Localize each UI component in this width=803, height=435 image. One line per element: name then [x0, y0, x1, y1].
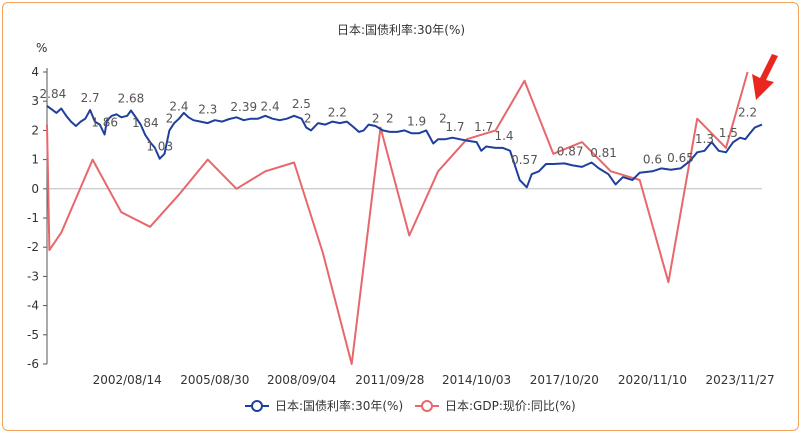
axes-group: 4 3 2 1 0 -1 -2 -3 -4 -5 -6 2002/08/14 2005/08/30 200… [27, 65, 775, 387]
legend-label: 日本:GDP:现价:同比(%) [445, 399, 576, 413]
data-label: 2 [372, 111, 380, 125]
data-label: 2 [386, 111, 394, 125]
data-label: 1.9 [407, 114, 426, 128]
y-tick-label: -5 [27, 328, 39, 342]
legend[interactable]: 日本:国债利率:30年(%) 日本:GDP:现价:同比(%) [245, 398, 576, 413]
data-label: 0.87 [557, 144, 584, 158]
y-tick-label: -1 [27, 211, 39, 225]
data-label: 2.5 [292, 97, 311, 111]
legend-marker-icon [251, 400, 263, 412]
data-label: 2.2 [738, 106, 757, 120]
y-tick-label: 0 [31, 182, 39, 196]
data-label: 1.4 [494, 129, 513, 143]
x-tick-label: 2011/09/28 [355, 373, 424, 387]
y-axis-unit: % [36, 41, 47, 55]
x-tick-label: 2002/08/14 [93, 373, 162, 387]
data-label: 2 [166, 111, 174, 125]
data-label: 1.5 [719, 126, 738, 140]
data-label: 2 [304, 111, 312, 125]
y-tick-label: -2 [27, 240, 39, 254]
data-label: 2 [439, 111, 447, 125]
data-label: 2.4 [169, 100, 188, 114]
y-tick-label: -4 [27, 299, 39, 313]
data-label: 1.84 [132, 116, 159, 130]
y-tick-label: -3 [27, 269, 39, 283]
chart-frame [2, 2, 799, 431]
data-label: 1.7 [445, 120, 464, 134]
red-arrow-icon [752, 54, 778, 100]
gdp-growth-series-line[interactable] [46, 71, 749, 365]
data-label: 2.2 [328, 106, 347, 120]
x-tick-label: 2023/11/27 [705, 373, 774, 387]
chart-title: 日本:国债利率:30年(%) [337, 22, 465, 37]
data-label: 1.3 [695, 132, 714, 146]
data-label: 1.86 [91, 115, 118, 129]
data-label: 0.65 [667, 151, 694, 165]
data-label: 2.4 [261, 100, 280, 114]
data-label: 1.7 [474, 120, 493, 134]
x-tick-label: 2020/11/10 [618, 373, 687, 387]
x-tick-label: 2008/09/04 [267, 373, 336, 387]
y-tick-label: 4 [31, 65, 39, 79]
data-label: 1.03 [146, 140, 173, 154]
bond-yield-series-line[interactable] [46, 105, 763, 189]
legend-item[interactable]: 日本:国债利率:30年(%) [245, 398, 403, 413]
data-label: 2.7 [81, 91, 100, 105]
y-tick-label: 2 [31, 123, 39, 137]
data-label: 0.57 [511, 153, 538, 167]
data-label: 2.39 [230, 100, 257, 114]
y-tick-label: 1 [31, 153, 39, 167]
x-tick-label: 2005/08/30 [180, 373, 249, 387]
data-label: 0.81 [590, 146, 617, 160]
data-label: 2.3 [198, 103, 217, 117]
data-label: 2.84 [40, 87, 67, 101]
x-tick-label: 2014/10/03 [442, 373, 511, 387]
y-tick-label: 3 [31, 94, 39, 108]
legend-item[interactable]: 日本:GDP:现价:同比(%) [415, 399, 576, 413]
series-group [46, 71, 763, 365]
legend-label: 日本:国债利率:30年(%) [275, 398, 403, 413]
y-tick-label: -6 [27, 357, 39, 371]
red-arrow-shape [752, 54, 778, 100]
data-label: 0.6 [643, 152, 662, 166]
legend-marker-icon [421, 400, 433, 412]
data-label: 2.68 [118, 92, 145, 106]
x-tick-label: 2017/10/20 [530, 373, 599, 387]
